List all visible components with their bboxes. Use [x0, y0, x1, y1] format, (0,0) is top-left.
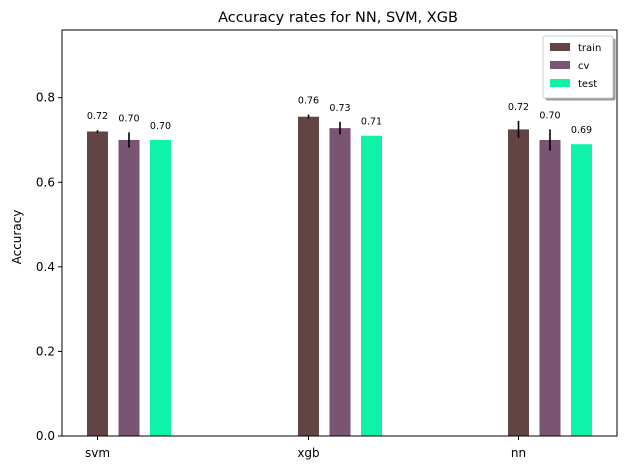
y-tick-label-3: 0.6 [36, 175, 55, 189]
x-tick-label-xgb: xgb [297, 446, 319, 460]
y-tick-label-2: 0.4 [36, 260, 55, 274]
bar-test-nn [571, 144, 592, 436]
legend-label-train: train [578, 43, 601, 54]
data-label-cv-nn: 0.70 [539, 110, 560, 121]
data-label-test-xgb: 0.71 [361, 117, 382, 128]
chart-title: Accuracy rates for NN, SVM, XGB [218, 10, 458, 26]
bar-test-svm [150, 139, 171, 437]
data-label-train-nn: 0.72 [508, 102, 529, 113]
legend-swatch-cv [550, 61, 570, 69]
bar-train-xgb [298, 116, 319, 437]
data-label-train-svm: 0.72 [87, 111, 108, 122]
plot-area: 0.0 0.2 0.4 0.6 0.8 svm xgb nn 0.72 0.76 0.72 0.70 0… [36, 91, 592, 460]
y-tick-label-0: 0.0 [36, 429, 55, 443]
plot-frame [61, 29, 618, 437]
legend-swatch-train [550, 43, 570, 51]
data-label-test-nn: 0.69 [571, 125, 592, 136]
x-tick-label-svm: svm [85, 446, 110, 460]
bar-train-nn [508, 129, 529, 436]
legend: train cv test [542, 35, 616, 101]
bar-cv-nn [539, 139, 561, 437]
y-tick-label-4: 0.8 [36, 91, 55, 105]
bar-train-svm [87, 131, 108, 436]
bar-cv-svm [118, 139, 140, 437]
y-axis-label: Accuracy [10, 210, 24, 265]
legend-swatch-test [550, 79, 570, 87]
legend-label-cv: cv [578, 61, 589, 72]
legend-label-test: test [578, 79, 597, 90]
data-label-test-svm: 0.70 [150, 121, 171, 132]
y-tick-label-1: 0.2 [36, 344, 55, 358]
data-label-cv-xgb: 0.73 [329, 103, 350, 114]
x-tick-label-nn: nn [511, 446, 526, 460]
data-label-train-xgb: 0.76 [298, 96, 319, 107]
data-label-cv-svm: 0.70 [118, 113, 139, 124]
bar-cv-xgb [329, 128, 351, 436]
bar-test-xgb [361, 135, 382, 436]
